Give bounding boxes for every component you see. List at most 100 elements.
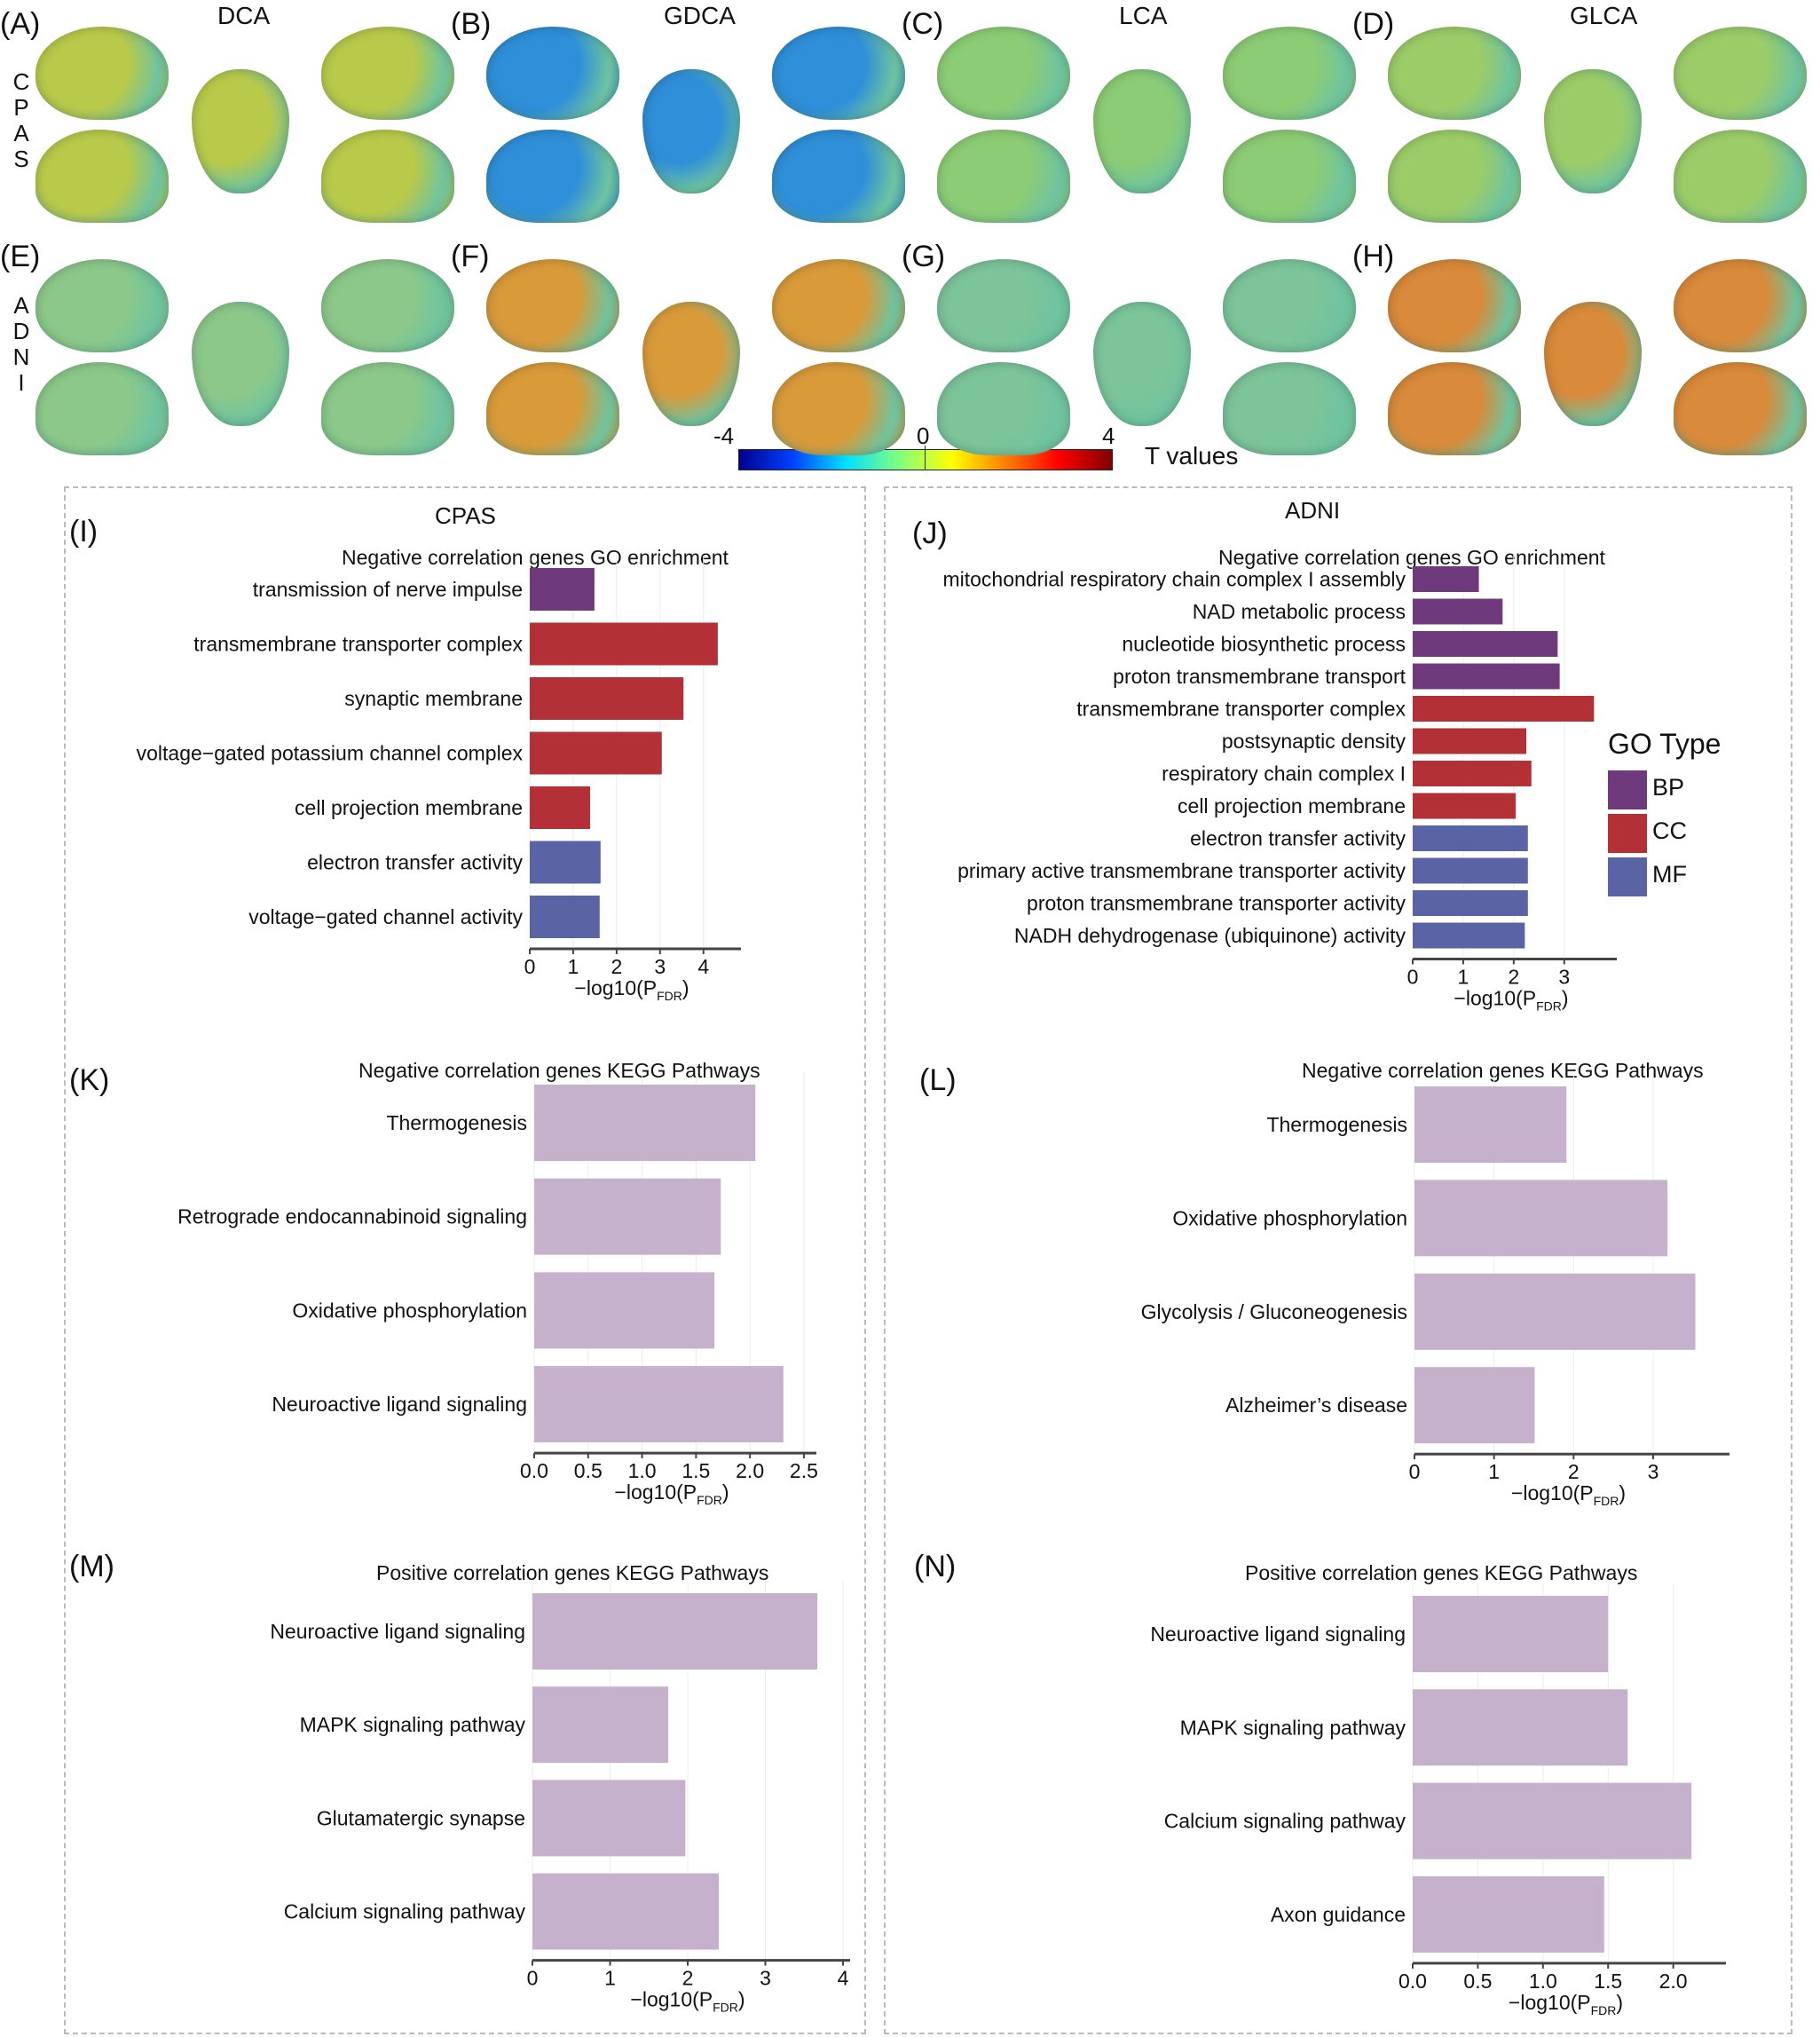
category-label: transmembrane transporter complex [1076,698,1406,721]
brain-surface-h-lateral-right [1674,362,1807,455]
panel-label-j: (J) [912,517,948,550]
category-label: NADH dehydrogenase (ubiquinone) activity [1014,924,1406,947]
category-label: Alzheimer’s disease [1225,1394,1407,1417]
x-tick-label: 1 [568,955,579,978]
brain-surface-c-dorsal [1093,69,1191,193]
category-label: MAPK signaling pathway [1180,1716,1406,1739]
category-label: postsynaptic density [1222,730,1406,753]
brain-surface-e-dorsal [192,302,289,426]
panel-label-l: (L) [919,1063,957,1097]
column-title-gdca: GDCA [664,2,736,29]
brain-surface-e-medial-left [35,259,169,352]
panel-label-f: (F) [451,240,490,273]
bar [532,1780,686,1857]
category-label: NAD metabolic process [1193,600,1406,623]
panel-label-g: (G) [902,240,946,273]
x-tick-label: 1 [1458,966,1469,989]
legend-swatch-mf [1608,857,1647,896]
panel-label-i: (I) [69,515,98,549]
bar [1413,1875,1604,1953]
chart-title: Positive correlation genes KEGG Pathways [1245,1561,1637,1584]
x-tick-label: 1.5 [682,1459,710,1482]
panel-label-c: (C) [902,7,944,41]
x-tick-label: 1 [604,1967,616,1990]
x-tick-label: 2.5 [790,1459,818,1482]
brain-surface-h-dorsal [1544,302,1642,426]
bar [1413,1782,1692,1859]
bar [1413,793,1517,819]
category-label: Neuroactive ligand signaling [1150,1622,1406,1646]
category-label: Thermogenesis [1266,1113,1407,1136]
bar [530,731,662,775]
x-tick-label: 2 [611,955,622,978]
category-label: proton transmembrane transport [1113,665,1406,688]
category-label: proton transmembrane transporter activit… [1027,892,1406,915]
brain-surface-d-medial-left [1388,27,1521,120]
column-title-lca: LCA [1119,2,1168,29]
bar [1413,857,1528,884]
bar [1413,663,1560,690]
category-label: electron transfer activity [1190,827,1406,850]
brain-surface-e-medial-right [321,259,454,352]
x-tick-label: 1.0 [628,1459,657,1482]
bar [1414,1086,1567,1163]
x-tick-label: 0.0 [1398,1970,1427,1993]
legend-label-cc: CC [1652,817,1687,844]
bar [1413,631,1558,657]
category-label: nucleotide biosynthetic process [1122,633,1406,656]
bar [1413,890,1528,916]
brain-surface-g-medial-right [1223,259,1356,352]
bar [532,1873,719,1950]
column-title-glca: GLCA [1570,2,1638,29]
category-label: Neuroactive ligand signaling [270,1620,525,1643]
x-tick-label: 1.0 [1529,1970,1557,1993]
category-label: Neuroactive ligand signaling [272,1393,527,1416]
chart-title: Negative correlation genes GO enrichment [342,546,729,569]
category-label: respiratory chain complex I [1162,762,1406,786]
category-label: Calcium signaling pathway [284,1900,526,1923]
panel-label-n: (N) [914,1550,956,1583]
colorbar-mid-label: 0 [917,422,930,449]
brain-surface-h-medial-left [1388,259,1521,352]
brain-surface-e-lateral-left [35,362,169,455]
brain-surface-c-medial-left [937,27,1070,120]
x-tick-label: 2 [1568,1460,1580,1483]
bar [1413,696,1595,722]
category-label: transmission of nerve impulse [253,578,523,601]
brain-surface-f-medial-right [772,259,905,352]
panel-label-d: (D) [1352,7,1395,41]
x-axis-label: −log10(PFDR) [1509,1991,1623,2017]
x-tick-label: 0 [524,955,536,978]
category-label: cell projection membrane [1178,794,1406,817]
brain-surface-f-dorsal [642,302,740,426]
panel-label-h: (H) [1352,240,1395,273]
category-label: voltage−gated potassium channel complex [137,742,524,765]
brain-surface-f-lateral-left [486,362,619,455]
x-axis-label: −log10(PFDR) [630,1988,745,2015]
category-label: voltage−gated channel activity [248,905,523,928]
bar [1413,922,1525,949]
panel-label-e: (E) [0,240,41,273]
x-tick-label: 2.0 [736,1459,764,1482]
bar [534,1272,715,1349]
colorbar-gradient [738,449,1113,470]
category-label: Oxidative phosphorylation [1172,1206,1407,1229]
category-label: Axon guidance [1271,1903,1406,1926]
legend-swatch-cc [1608,814,1647,853]
brain-surface-c-medial-right [1223,27,1356,120]
x-tick-label: 0 [1407,966,1419,989]
bar [1413,728,1527,754]
x-axis-label: −log10(PFDR) [574,976,689,1003]
brain-surface-d-lateral-right [1674,130,1807,223]
brain-surface-b-dorsal [642,69,740,193]
x-tick-label: 4 [697,955,709,978]
category-label: Glutamatergic synapse [317,1806,525,1829]
